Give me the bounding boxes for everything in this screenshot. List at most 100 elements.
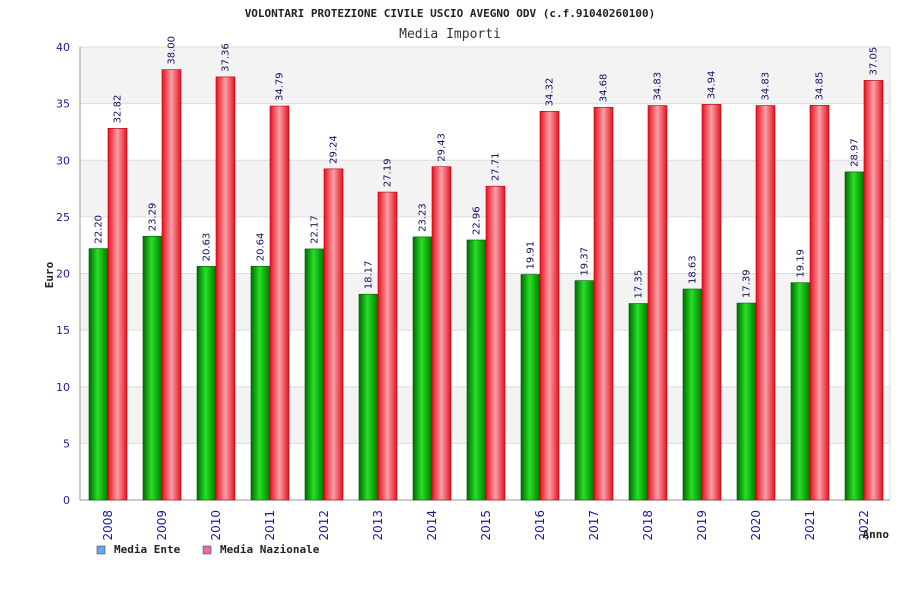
x-tick-label: 2012 xyxy=(317,510,331,541)
bar-media-ente-2018 xyxy=(628,303,649,501)
value-label: 28.97 xyxy=(850,138,861,167)
bar-media-ente-2012 xyxy=(304,248,325,501)
value-label: 20.63 xyxy=(202,233,213,262)
y-tick-label: 20 xyxy=(56,268,70,281)
value-label: 34.85 xyxy=(815,72,826,101)
x-tick-label: 2021 xyxy=(803,510,817,541)
bar-media-ente-2009 xyxy=(142,235,163,501)
y-tick-label: 15 xyxy=(56,324,70,337)
value-label: 27.71 xyxy=(491,153,502,182)
legend-swatch-media-nazionale xyxy=(202,545,212,555)
bar-media-nazionale-2016 xyxy=(539,111,560,501)
bar-media-nazionale-2009 xyxy=(161,69,182,501)
legend: Media Ente Media Nazionale xyxy=(96,543,320,556)
x-tick-label: 2020 xyxy=(749,510,763,541)
value-label: 37.05 xyxy=(869,47,880,76)
value-label: 19.91 xyxy=(526,241,537,270)
value-label: 23.29 xyxy=(148,203,159,232)
value-label: 17.39 xyxy=(742,269,753,298)
bar-media-ente-2020 xyxy=(736,302,757,501)
value-label: 34.83 xyxy=(653,72,664,101)
y-tick-label: 5 xyxy=(63,437,70,450)
bar-media-nazionale-2014 xyxy=(431,166,452,501)
x-tick-label: 2019 xyxy=(695,510,709,541)
value-label: 22.17 xyxy=(310,215,321,244)
bar-media-ente-2014 xyxy=(412,236,433,501)
value-label: 34.79 xyxy=(275,72,286,101)
value-label: 34.94 xyxy=(707,71,718,100)
x-tick-label: 2014 xyxy=(425,510,439,541)
value-label: 23.23 xyxy=(418,203,429,232)
bar-media-nazionale-2019 xyxy=(701,104,722,501)
value-labels: 22.20 32.82 23.29 38.00 20.63 37.36 20.64 34.79… xyxy=(94,36,880,299)
x-tick-label: 2011 xyxy=(263,510,277,541)
y-tick-label: 0 xyxy=(63,494,70,507)
legend-label-media-nazionale: Media Nazionale xyxy=(220,543,320,556)
bar-media-ente-2016 xyxy=(520,274,541,501)
y-tick-label: 40 xyxy=(56,41,70,54)
x-axis-label: Anno xyxy=(863,528,890,541)
x-tick-label: 2015 xyxy=(479,510,493,541)
value-label: 37.36 xyxy=(221,43,232,72)
x-tick-label: 2009 xyxy=(155,510,169,541)
x-tick-label: 2017 xyxy=(587,510,601,541)
legend-label-media-ente: Media Ente xyxy=(114,543,181,556)
value-label: 29.24 xyxy=(329,135,340,164)
x-tick-label: 2022 xyxy=(857,510,871,541)
y-axis-label: Euro xyxy=(43,261,56,288)
value-label: 34.68 xyxy=(599,74,610,103)
value-label: 19.37 xyxy=(580,247,591,276)
grid-band xyxy=(80,103,890,161)
value-label: 32.82 xyxy=(113,95,124,124)
value-label: 34.83 xyxy=(761,72,772,101)
bar-media-ente-2008 xyxy=(88,248,109,501)
grid-band xyxy=(80,160,890,217)
value-label: 34.32 xyxy=(545,78,556,107)
bar-media-ente-2015 xyxy=(466,239,487,501)
bars xyxy=(88,69,884,501)
bar-media-nazionale-2018 xyxy=(647,105,668,501)
x-tick-label: 2010 xyxy=(209,510,223,541)
bar-media-nazionale-2021 xyxy=(809,105,830,501)
x-tick-label: 2018 xyxy=(641,510,655,541)
bar-media-ente-2019 xyxy=(682,288,703,501)
x-tick-label: 2008 xyxy=(101,510,115,541)
y-axis-ticks: 0 5 10 15 20 25 30 35 40 xyxy=(56,41,70,507)
bar-media-nazionale-2013 xyxy=(377,191,398,501)
bar-media-ente-2021 xyxy=(790,282,811,501)
grid-band xyxy=(80,47,890,104)
bar-media-nazionale-2011 xyxy=(269,105,290,501)
chart-subtitle: Media Importi xyxy=(399,27,501,42)
x-tick-label: 2013 xyxy=(371,510,385,541)
bar-media-nazionale-2012 xyxy=(323,168,344,501)
y-tick-label: 30 xyxy=(56,154,70,167)
value-label: 18.63 xyxy=(688,255,699,284)
value-label: 20.64 xyxy=(256,233,267,262)
value-label: 22.96 xyxy=(472,206,483,235)
x-tick-label: 2016 xyxy=(533,510,547,541)
bar-media-ente-2011 xyxy=(250,265,271,501)
value-label: 18.17 xyxy=(364,261,375,290)
bar-media-nazionale-2022 xyxy=(863,80,884,501)
bar-media-ente-2017 xyxy=(574,280,595,501)
y-tick-label: 35 xyxy=(56,98,70,111)
bar-media-nazionale-2015 xyxy=(485,185,506,501)
value-label: 29.43 xyxy=(437,133,448,162)
bar-media-nazionale-2017 xyxy=(593,106,614,501)
y-tick-label: 10 xyxy=(56,381,70,394)
bar-media-ente-2013 xyxy=(358,293,379,501)
bar-media-nazionale-2008 xyxy=(107,128,128,501)
chart-title: VOLONTARI PROTEZIONE CIVILE USCIO AVEGNO… xyxy=(245,7,656,20)
bar-media-ente-2010 xyxy=(196,266,217,501)
x-axis-ticks: 2008 2009 2010 2011 2012 2013 2014 2015 2016 2017… xyxy=(101,510,871,541)
bar-media-nazionale-2020 xyxy=(755,105,776,501)
value-label: 19.19 xyxy=(796,249,807,278)
value-label: 38.00 xyxy=(167,36,178,65)
y-tick-label: 25 xyxy=(56,211,70,224)
legend-swatch-media-ente xyxy=(96,545,106,555)
bar-media-nazionale-2010 xyxy=(215,76,236,501)
bar-media-ente-2022 xyxy=(844,171,865,501)
value-label: 22.20 xyxy=(94,215,105,244)
value-label: 17.35 xyxy=(634,270,645,299)
